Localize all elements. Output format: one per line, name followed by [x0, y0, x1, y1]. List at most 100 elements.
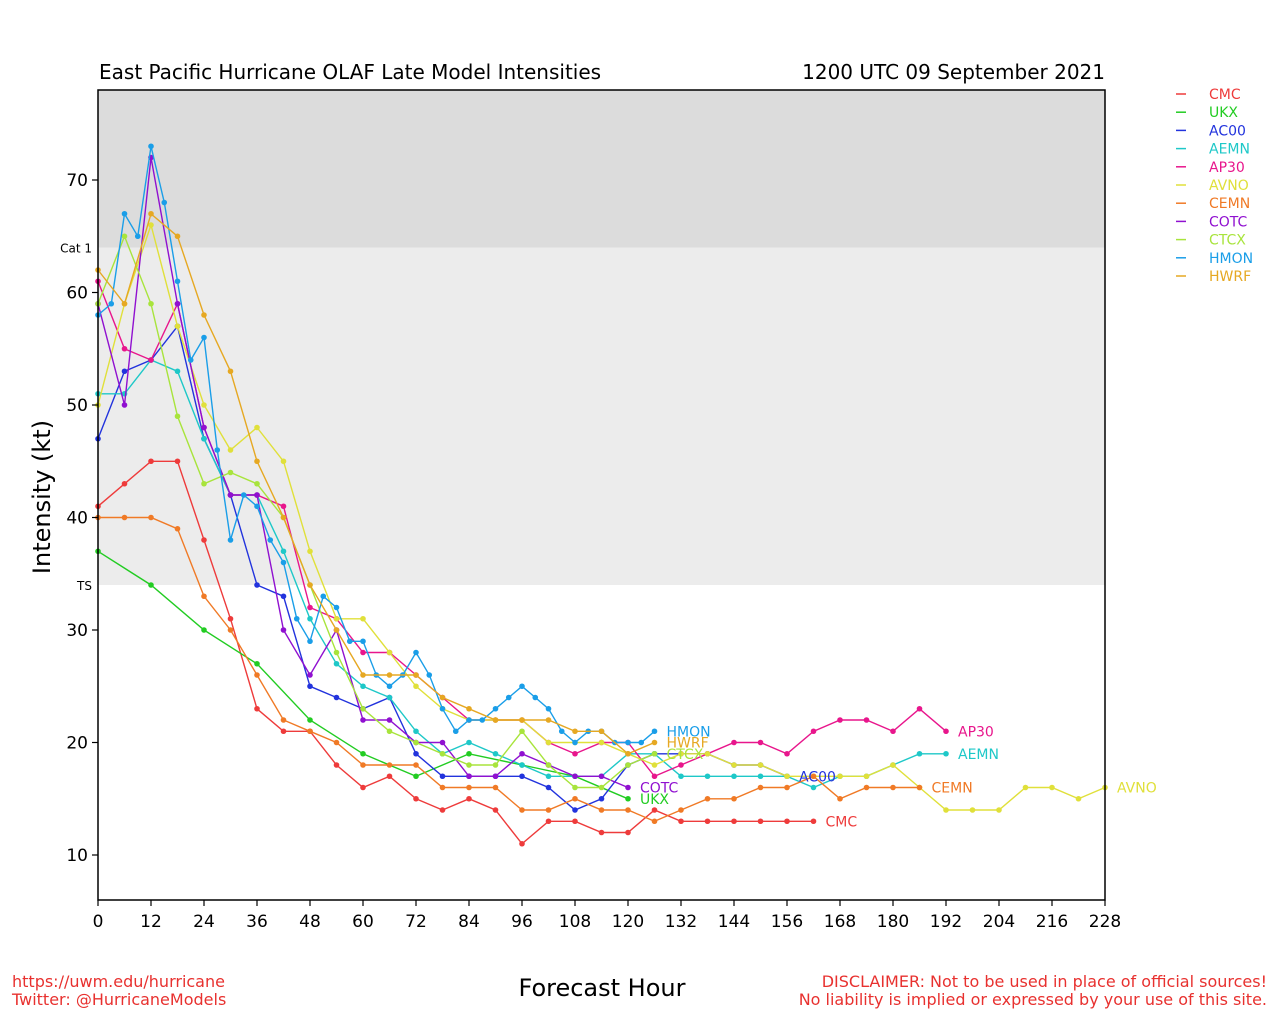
data-point-hmon	[267, 537, 274, 543]
data-point-cotc	[174, 300, 181, 307]
data-point-ap30	[784, 750, 790, 757]
x-tick-label: 192	[930, 912, 962, 932]
x-tick-label: 228	[1089, 912, 1121, 932]
legend-item-ac00: AC00	[1176, 123, 1246, 139]
data-point-ac00	[280, 593, 287, 600]
data-point-ctcx	[413, 739, 419, 746]
data-point-cotc	[307, 672, 313, 678]
data-point-aemn	[519, 762, 525, 768]
data-point-cmc	[280, 728, 287, 735]
data-point-hmon	[134, 233, 141, 240]
data-point-avno	[863, 773, 870, 780]
data-point-hmon	[439, 705, 446, 712]
plot-frame	[97, 89, 1106, 901]
data-point-aemn	[201, 435, 207, 442]
data-point-hmon	[307, 638, 313, 645]
data-point-cmc	[598, 829, 605, 836]
y-tick-label: 60	[66, 284, 88, 304]
data-point-hwrf	[121, 300, 128, 307]
data-point-hmon	[545, 705, 552, 712]
y-tick-label: 30	[66, 621, 88, 641]
data-point-aemn	[333, 660, 340, 667]
data-point-hwrf	[307, 582, 313, 588]
footer-url[interactable]: https://uwm.edu/hurricane	[12, 972, 225, 991]
data-point-ctcx	[625, 762, 631, 768]
data-point-avno	[307, 548, 313, 555]
data-point-cmc	[545, 818, 552, 825]
data-point-ctcx	[651, 750, 658, 757]
data-point-aemn	[492, 750, 499, 757]
data-point-ctcx	[466, 762, 472, 768]
data-point-ac00	[598, 795, 605, 802]
data-point-cemn	[333, 739, 340, 746]
data-point-avno	[254, 424, 260, 431]
data-point-hmon	[532, 694, 539, 701]
legend-label-cmc: CMC	[1209, 87, 1241, 103]
data-point-ukx	[148, 582, 154, 588]
end-label-cotc: COTC	[640, 781, 679, 797]
data-point-ctcx	[360, 705, 366, 712]
x-tick-label: 108	[559, 912, 591, 932]
series-line-ctcx	[97, 234, 655, 789]
data-point-avno	[1075, 795, 1082, 802]
y-tick-label: 70	[66, 171, 88, 191]
data-point-cotc	[466, 773, 472, 780]
data-point-aemn	[307, 615, 313, 622]
data-point-cemn	[201, 593, 207, 600]
data-point-hwrf	[201, 312, 207, 318]
data-point-cemn	[810, 773, 817, 780]
data-point-ac00	[572, 807, 578, 813]
data-point-avno	[757, 762, 764, 768]
data-point-ac00	[333, 694, 340, 701]
data-point-ukx	[466, 750, 472, 757]
data-point-hwrf	[439, 694, 446, 701]
data-point-cemn	[890, 784, 896, 791]
data-point-avno	[1022, 784, 1029, 791]
data-point-ukx	[360, 750, 366, 757]
series-cmc	[95, 458, 817, 847]
legend-label-ukx: UKX	[1209, 105, 1238, 121]
data-point-cemn	[148, 514, 154, 521]
data-point-hwrf	[227, 368, 234, 375]
x-tick-label: 132	[665, 912, 697, 932]
legend-label-hmon: HMON	[1209, 251, 1253, 267]
data-point-ac00	[439, 773, 446, 780]
data-point-hwrf	[386, 672, 393, 678]
end-label-ukx: UKX	[640, 792, 669, 808]
data-point-cmc	[519, 840, 525, 847]
data-point-hwrf	[651, 739, 658, 746]
end-label-cemn: CEMN	[932, 781, 973, 797]
data-point-aemn	[810, 784, 817, 791]
data-point-ap30	[360, 649, 366, 656]
x-tick-label: 216	[1036, 912, 1068, 932]
data-point-hwrf	[492, 717, 499, 723]
data-point-hmon	[280, 559, 287, 566]
legend-item-avno: AVNO	[1176, 178, 1249, 194]
y-axis-label: Intensity (kt)	[28, 420, 56, 574]
data-point-ac00	[307, 683, 313, 690]
data-point-cmc	[810, 818, 817, 825]
data-point-hmon	[227, 537, 234, 543]
data-point-avno	[704, 750, 711, 757]
data-point-aemn	[678, 773, 684, 780]
chart-datetime: 1200 UTC 09 September 2021	[802, 60, 1105, 84]
data-point-cmc	[413, 795, 419, 802]
data-point-hmon	[293, 615, 300, 622]
legend-label-cotc: COTC	[1209, 214, 1248, 230]
data-point-ap30	[678, 762, 684, 768]
data-point-hmon	[214, 447, 221, 453]
x-tick-label: 0	[93, 912, 104, 932]
data-point-cemn	[492, 784, 499, 791]
data-point-cmc	[174, 458, 181, 465]
data-point-cmc	[784, 818, 790, 825]
data-point-ctcx	[545, 762, 552, 768]
data-point-ac00	[121, 368, 128, 375]
data-point-hwrf	[572, 728, 578, 735]
band-cat-1	[98, 90, 1105, 248]
data-point-ctcx	[386, 728, 393, 735]
series-hwrf	[95, 210, 658, 757]
data-point-cmc	[704, 818, 711, 825]
data-point-avno	[174, 323, 181, 330]
data-point-cmc	[333, 762, 340, 768]
data-point-cmc	[572, 818, 578, 825]
